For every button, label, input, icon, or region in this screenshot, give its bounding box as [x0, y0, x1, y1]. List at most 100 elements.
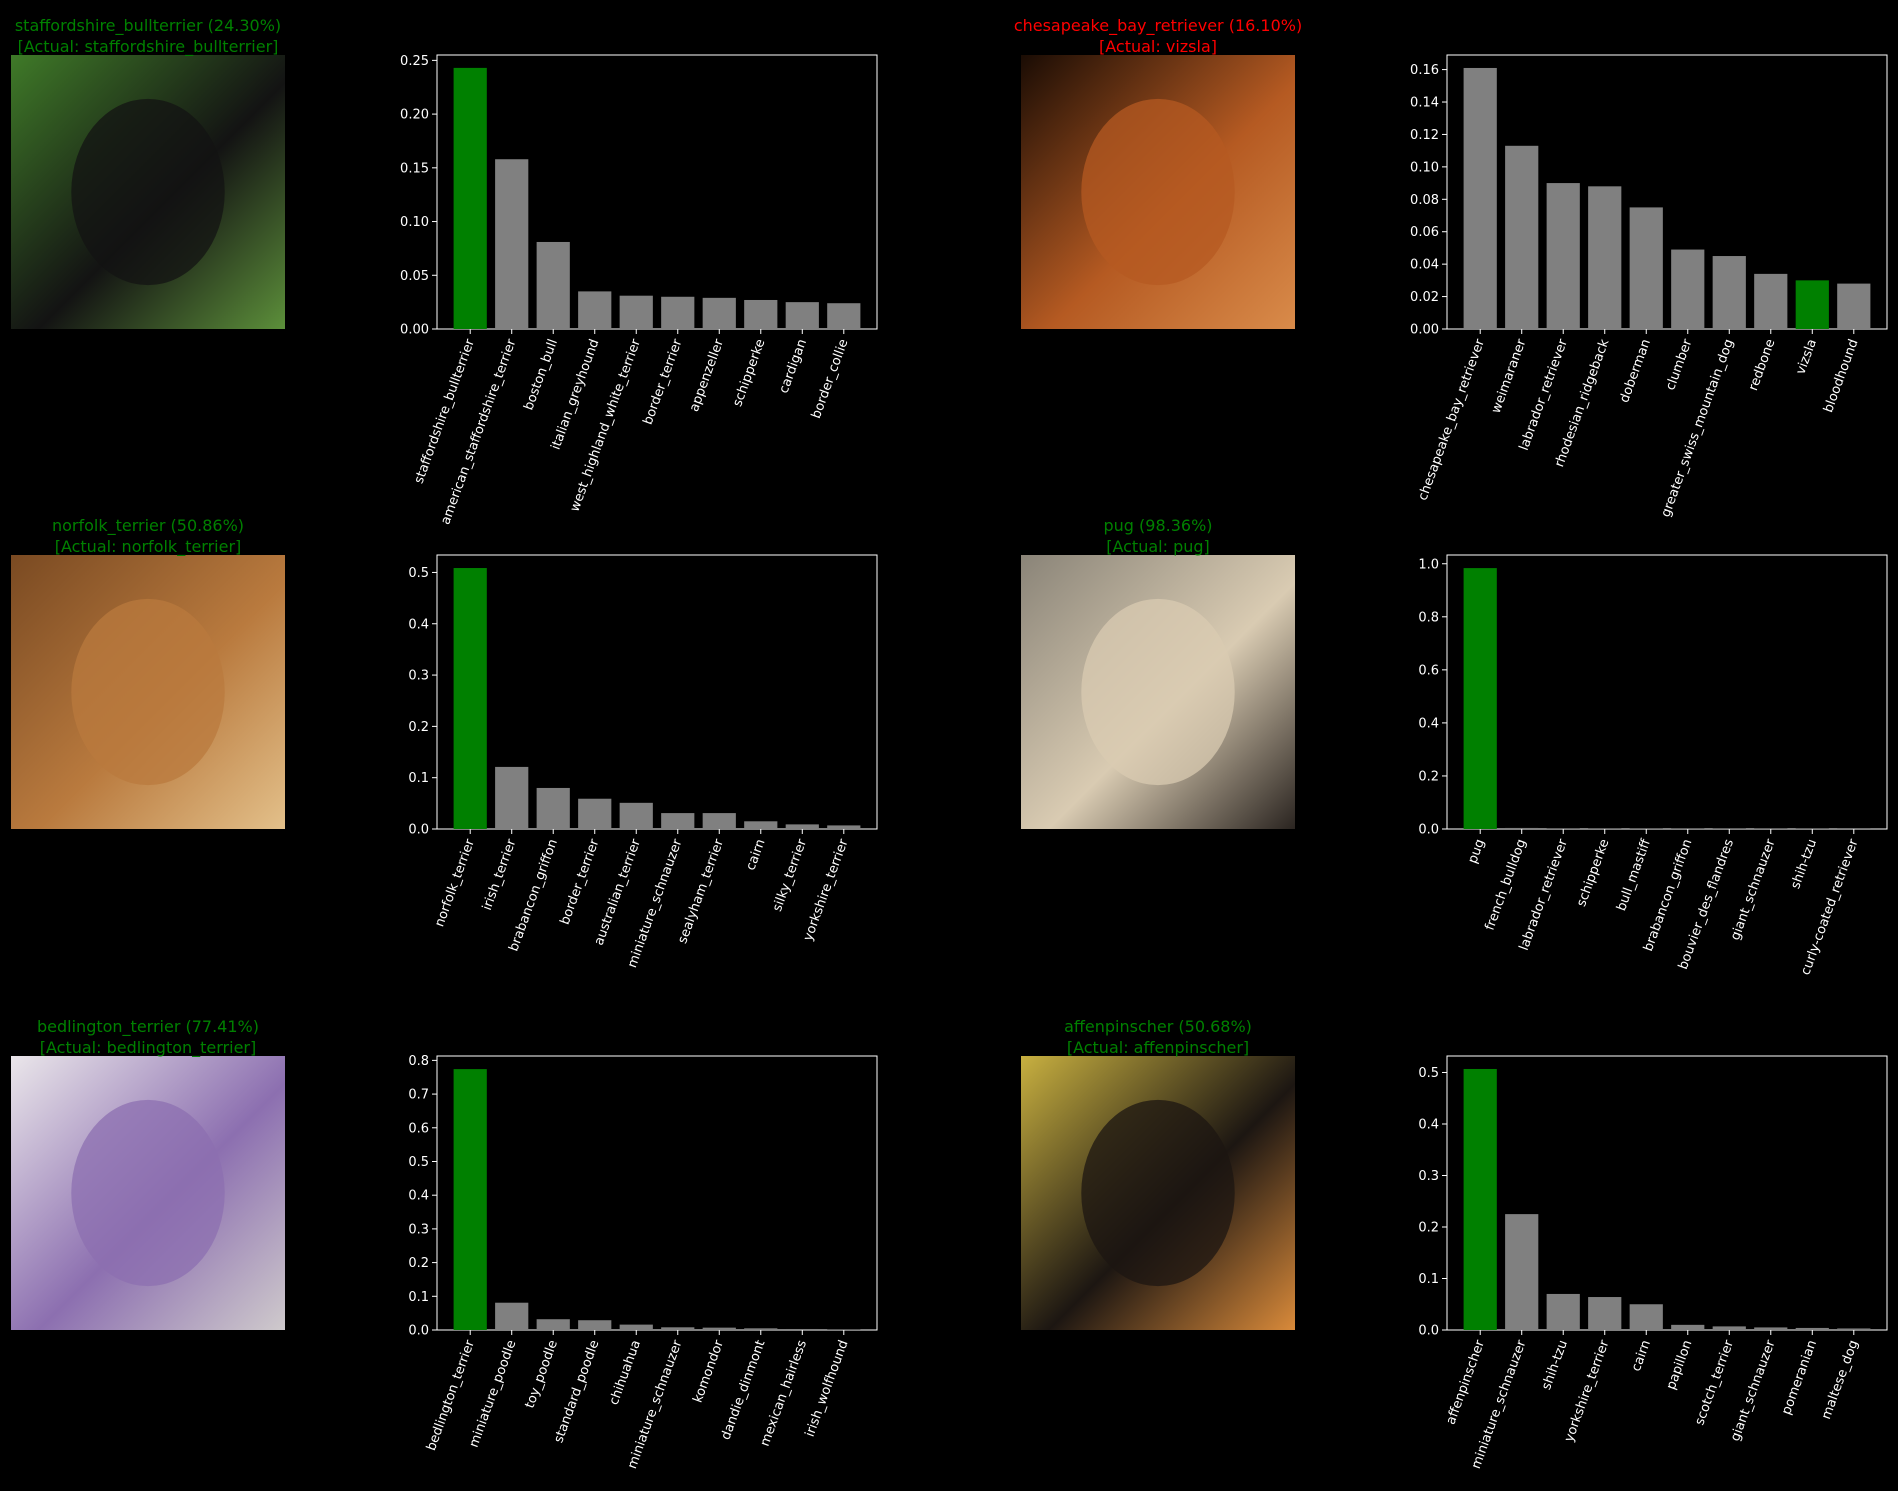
- x-tick-label: giant_schnauzer: [1728, 837, 1779, 943]
- bar: [1754, 273, 1788, 329]
- y-tick-label: 0.14: [1410, 96, 1439, 111]
- y-tick-label: 0.10: [400, 215, 429, 230]
- bar: [827, 303, 861, 329]
- x-tick-label: shih-tzu: [1788, 837, 1820, 891]
- dog-silhouette: [71, 598, 225, 786]
- x-tick-label: papillon: [1664, 1338, 1696, 1392]
- bar: [578, 1320, 612, 1330]
- axes-frame: [436, 554, 878, 830]
- x-tick-label: cardigan: [777, 337, 810, 395]
- x-tick-label: french_bulldog: [1483, 837, 1530, 932]
- y-tick-label: 0.0: [1418, 823, 1439, 838]
- bar: [1754, 1327, 1788, 1330]
- bar: [744, 299, 778, 329]
- x-tick-label: clumber: [1663, 337, 1696, 393]
- x-tick-label: mexican_hairless: [758, 1338, 810, 1449]
- bar: [1629, 1304, 1663, 1330]
- bar: [1505, 827, 1539, 829]
- actual-label: [Actual: bedlington_terrier]: [40, 1038, 257, 1058]
- dog-silhouette: [71, 1099, 225, 1287]
- y-tick-label: 0.08: [1410, 193, 1439, 208]
- y-tick-label: 0.4: [1418, 1117, 1439, 1132]
- prediction-title: pug (98.36%): [1103, 516, 1212, 535]
- bar: [1463, 67, 1497, 330]
- x-tick-label: redbone: [1746, 337, 1778, 393]
- bar: [1837, 1328, 1871, 1330]
- axes-frame: [436, 1055, 878, 1331]
- bar: [1505, 1214, 1539, 1330]
- bar: [495, 766, 529, 829]
- bar: [536, 241, 570, 329]
- actual-label: [Actual: staffordshire_bullterrier]: [18, 37, 279, 57]
- y-tick-label: 0.5: [408, 1155, 429, 1170]
- actual-label: [Actual: norfolk_terrier]: [55, 537, 242, 557]
- y-tick-label: 0.12: [1410, 128, 1439, 143]
- x-tick-label: irish_terrier: [480, 837, 520, 913]
- bar: [495, 159, 529, 329]
- x-tick-label: pomeranian: [1779, 1338, 1820, 1417]
- x-tick-label: vizsla: [1793, 337, 1820, 376]
- y-tick-label: 0.8: [408, 1054, 429, 1069]
- bar: [453, 568, 487, 829]
- dog-silhouette: [1081, 598, 1235, 786]
- x-tick-label: standard_poodle: [551, 1338, 602, 1445]
- y-tick-label: 0.00: [400, 323, 429, 338]
- x-tick-label: pug: [1465, 837, 1488, 865]
- y-tick-label: 1.0: [1418, 557, 1439, 572]
- actual-label: [Actual: affenpinscher]: [1067, 1038, 1249, 1057]
- bar: [536, 1319, 570, 1330]
- x-tick-label: schipperke: [730, 337, 768, 409]
- bar: [619, 295, 653, 329]
- bar: [578, 291, 612, 329]
- y-tick-label: 0.0: [1418, 1324, 1439, 1339]
- bar: [827, 825, 861, 829]
- bar: [702, 1327, 736, 1330]
- bar: [785, 824, 819, 829]
- x-tick-label: norfolk_terrier: [432, 837, 478, 929]
- x-tick-label: irish_wolfhound: [803, 1338, 852, 1439]
- bar: [1795, 280, 1829, 329]
- axes-frame: [1446, 1055, 1888, 1331]
- bar: [744, 821, 778, 829]
- bar: [453, 1069, 487, 1330]
- x-tick-label: boston_bull: [521, 337, 561, 412]
- bar: [1712, 256, 1746, 329]
- bar: [619, 1324, 653, 1330]
- y-tick-label: 0.15: [400, 161, 429, 176]
- x-tick-label: yorkshire_terrier: [801, 837, 852, 943]
- bar: [661, 813, 695, 829]
- y-tick-label: 0.05: [400, 269, 429, 284]
- y-tick-label: 0.5: [408, 566, 429, 581]
- y-tick-label: 0.2: [408, 720, 429, 735]
- y-tick-label: 0.04: [1410, 258, 1439, 273]
- x-tick-label: american_staffordshire_terrier: [438, 337, 519, 527]
- bar: [1671, 249, 1705, 329]
- y-tick-label: 0.16: [1410, 63, 1439, 78]
- x-tick-label: chihuahua: [607, 1338, 644, 1407]
- bar: [1795, 1327, 1829, 1330]
- prediction-panel: bedlington_terrier (77.41%)[Actual: bedl…: [11, 1017, 878, 1471]
- prediction-panel: norfolk_terrier (50.86%)[Actual: norfolk…: [11, 516, 878, 970]
- bar: [1546, 1293, 1580, 1330]
- bar: [1837, 283, 1871, 329]
- dog-silhouette: [71, 98, 225, 286]
- bar: [744, 1328, 778, 1330]
- y-tick-label: 0.1: [408, 771, 429, 786]
- bar: [578, 798, 612, 829]
- y-tick-label: 0.7: [408, 1088, 429, 1103]
- y-tick-label: 0.4: [1418, 716, 1439, 731]
- axes-frame: [436, 54, 878, 330]
- bar: [1505, 145, 1539, 329]
- y-tick-label: 0.4: [408, 1189, 429, 1204]
- y-tick-label: 0.2: [1418, 769, 1439, 784]
- bar: [661, 1327, 695, 1330]
- bar: [619, 802, 653, 829]
- y-tick-label: 0.1: [408, 1290, 429, 1305]
- x-tick-label: dandie_dinmont: [719, 1338, 769, 1442]
- x-tick-label: doberman: [1617, 337, 1654, 405]
- y-tick-label: 0.2: [1418, 1220, 1439, 1235]
- y-tick-label: 0.3: [408, 1222, 429, 1237]
- x-tick-label: komondor: [691, 1338, 728, 1405]
- y-tick-label: 0.6: [408, 1121, 429, 1136]
- x-tick-label: greater_swiss_mountain_dog: [1659, 337, 1737, 519]
